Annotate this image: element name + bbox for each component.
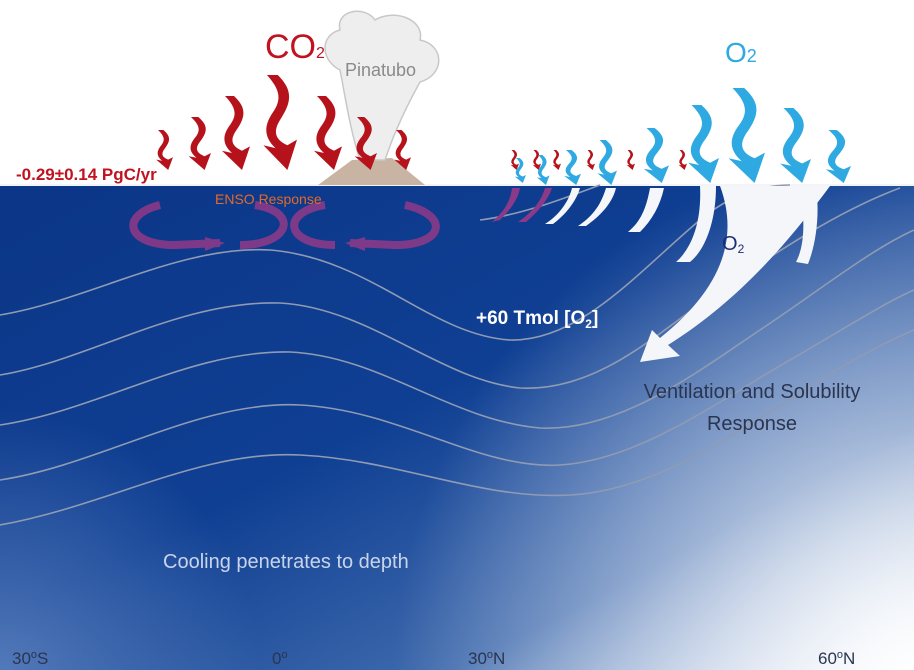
o2-base: O: [725, 37, 747, 68]
ventilation-arrows-part: [640, 186, 830, 362]
latitude-value: 0: [272, 649, 281, 668]
ventilation-arrows-part: [676, 186, 716, 262]
co2-label: CO2: [265, 28, 325, 66]
carbon-flux-label: -0.29±0.14 PgC/yr: [16, 165, 157, 184]
co2-arrows-part: [314, 96, 342, 170]
volcano: [318, 10, 440, 185]
ventilation-label: Response: [707, 413, 797, 435]
o2-ocean-label: O2: [722, 233, 745, 256]
o2-arrows-part: [564, 150, 581, 185]
o2-arrows: [514, 88, 851, 185]
ventilation-arrows-part: [492, 188, 520, 222]
ventilation-arrows-part: [518, 188, 552, 222]
latitude-degree: o: [31, 649, 37, 661]
volcano-label: Pinatubo: [345, 60, 416, 80]
o2-arrows-part: [643, 128, 669, 183]
latitude-label: 60oN: [818, 649, 855, 668]
co2-arrows-part: [222, 96, 250, 170]
o2-arrows-part: [688, 105, 719, 183]
o2-arrows-part: [780, 108, 811, 183]
co2-arrows-part: [586, 150, 595, 170]
enso-circulation-part: [129, 201, 221, 250]
flux-sub: 2: [585, 317, 592, 331]
co2-arrows-part: [156, 130, 173, 170]
latitude-degree: o: [837, 649, 843, 661]
co2-arrows-part: [626, 150, 635, 170]
enso-circulation-part: [345, 237, 365, 251]
co2-arrows-part: [552, 150, 561, 170]
isopycnals-part: [0, 329, 914, 526]
latitude-hemisphere: N: [843, 649, 855, 668]
co2-arrows-part: [532, 150, 541, 170]
enso-circulation-part: [349, 201, 440, 250]
o2-atmosphere-label: O2: [725, 37, 757, 68]
volcano-part: [318, 158, 425, 185]
o2-sub: 2: [747, 46, 757, 66]
labels: CO2 Pinatubo O2 -0.29±0.14 PgC/yr ENSO R…: [16, 28, 860, 573]
co2-arrows-part: [188, 117, 211, 170]
enso-circulation-part: [290, 201, 336, 249]
o2-arrows-part: [728, 88, 765, 183]
ventilation-label: Ventilation and Solubility: [644, 381, 861, 403]
flux-text: ]: [592, 308, 598, 329]
o2-arrows-part: [514, 158, 526, 183]
o2-arrows-part: [536, 155, 550, 185]
latitude-value: 30: [468, 649, 487, 668]
latitude-label: 30oS: [12, 649, 48, 668]
isopycnals-part: [0, 229, 914, 429]
ventilation-arrows-part: [545, 188, 580, 224]
co2-base: CO: [265, 28, 316, 66]
o2-base: O: [722, 233, 738, 255]
latitude-label: 0o: [272, 649, 288, 668]
enso-circulation-part: [205, 237, 225, 251]
enso-circulation: [129, 201, 440, 251]
volcano-part: [324, 10, 440, 161]
ventilation-arrows-part: [578, 188, 616, 226]
enso-label: ENSO Response: [215, 191, 322, 207]
latitude-degree: o: [281, 649, 287, 661]
latitude-axis: 30oS 0o 30oN 60oN: [12, 649, 855, 668]
latitude-hemisphere: S: [37, 649, 48, 668]
oxygen-flux-label: +60 Tmol [O2]: [476, 308, 598, 331]
latitude-degree: o: [487, 649, 493, 661]
isopycnals-part: [0, 289, 914, 481]
ventilation-arrows-part: [628, 188, 664, 232]
cooling-label: Cooling penetrates to depth: [163, 551, 409, 573]
ventilation-arrows-part: [796, 186, 818, 264]
co2-arrows-part: [510, 150, 519, 170]
co2-arrows-part: [263, 75, 297, 170]
o2-sub: 2: [738, 242, 745, 256]
latitude-label: 30oN: [468, 649, 505, 668]
latitude-value: 30: [12, 649, 31, 668]
latitude-hemisphere: N: [493, 649, 505, 668]
enso-circulation-part: [239, 201, 288, 249]
co2-arrows-part: [678, 150, 687, 170]
latitude-value: 60: [818, 649, 837, 668]
o2-arrows-part: [825, 130, 851, 183]
ventilation-arrows: [492, 186, 830, 362]
o2-arrows-part: [597, 140, 617, 185]
flux-text: +60 Tmol [O: [476, 308, 585, 329]
co2-sub: 2: [316, 45, 325, 62]
